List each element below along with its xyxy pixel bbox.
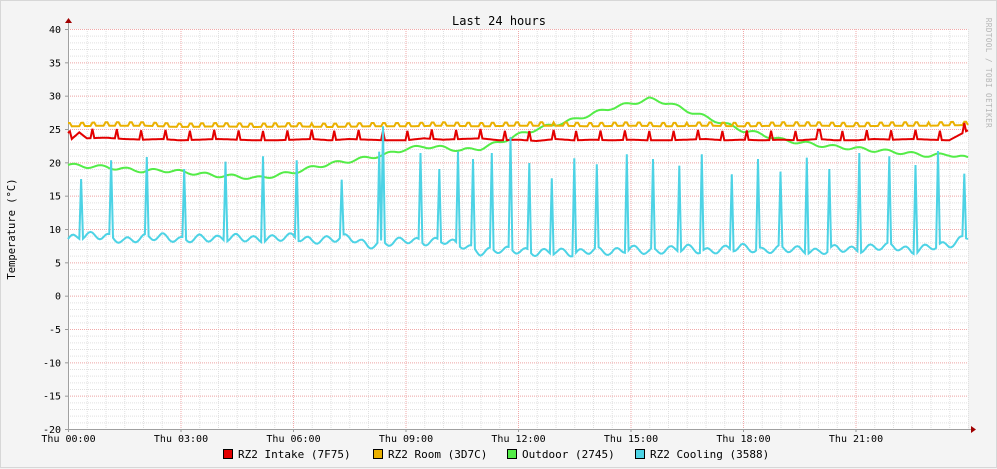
legend-swatch xyxy=(373,449,383,459)
x-tick-label: Thu 21:00 xyxy=(829,434,883,445)
series-group xyxy=(67,96,969,258)
y-tick-label: 30 xyxy=(49,92,61,103)
y-tick-label: 20 xyxy=(49,158,61,169)
y-tick-label: 0 xyxy=(55,292,61,303)
y-tick-label: -20 xyxy=(43,425,61,436)
y-tick-label: -5 xyxy=(49,325,61,336)
y-tick-label: 25 xyxy=(49,125,61,136)
y-tick-label: 5 xyxy=(55,258,61,269)
axes xyxy=(65,18,976,433)
chart-title: Last 24 hours xyxy=(452,14,546,28)
y-axis-arrow xyxy=(65,18,72,23)
legend-label: RZ2 Intake (7F75) xyxy=(238,448,351,461)
y-tick-label: 40 xyxy=(49,25,61,36)
series-line-3 xyxy=(67,126,969,258)
x-tick-label: Thu 12:00 xyxy=(491,434,545,445)
y-tick-label: 35 xyxy=(49,58,61,69)
series-line-1 xyxy=(68,120,969,129)
legend-label: Outdoor (2745) xyxy=(522,448,615,461)
x-tick-label: Thu 00:00 xyxy=(41,434,95,445)
x-axis-arrow xyxy=(971,426,976,433)
legend-swatch xyxy=(223,449,233,459)
legend-label: RZ2 Room (3D7C) xyxy=(388,448,487,461)
x-tick-label: Thu 18:00 xyxy=(716,434,770,445)
y-tick-label: 15 xyxy=(49,192,61,203)
legend-label: RZ2 Cooling (3588) xyxy=(650,448,769,461)
grid xyxy=(68,29,969,430)
y-tick-label: 10 xyxy=(49,225,61,236)
x-tick-label: Thu 03:00 xyxy=(154,434,208,445)
legend-swatch xyxy=(635,449,645,459)
y-axis-label: Temperature (°C) xyxy=(6,178,18,279)
legend: RZ2 Intake (7F75) RZ2 Room (3D7C) Outdoor … xyxy=(223,448,769,461)
y-tick-label: -10 xyxy=(43,358,61,369)
x-tick-label: Thu 09:00 xyxy=(379,434,433,445)
series-line-2 xyxy=(67,96,969,180)
x-tick-label: Thu 15:00 xyxy=(604,434,658,445)
legend-swatch xyxy=(507,449,517,459)
x-tick-label: Thu 06:00 xyxy=(266,434,320,445)
y-tick-label: -15 xyxy=(43,392,61,403)
watermark-text: RRDTOOL / TOBI OETIKER xyxy=(984,18,993,128)
series-line-0 xyxy=(67,122,969,143)
